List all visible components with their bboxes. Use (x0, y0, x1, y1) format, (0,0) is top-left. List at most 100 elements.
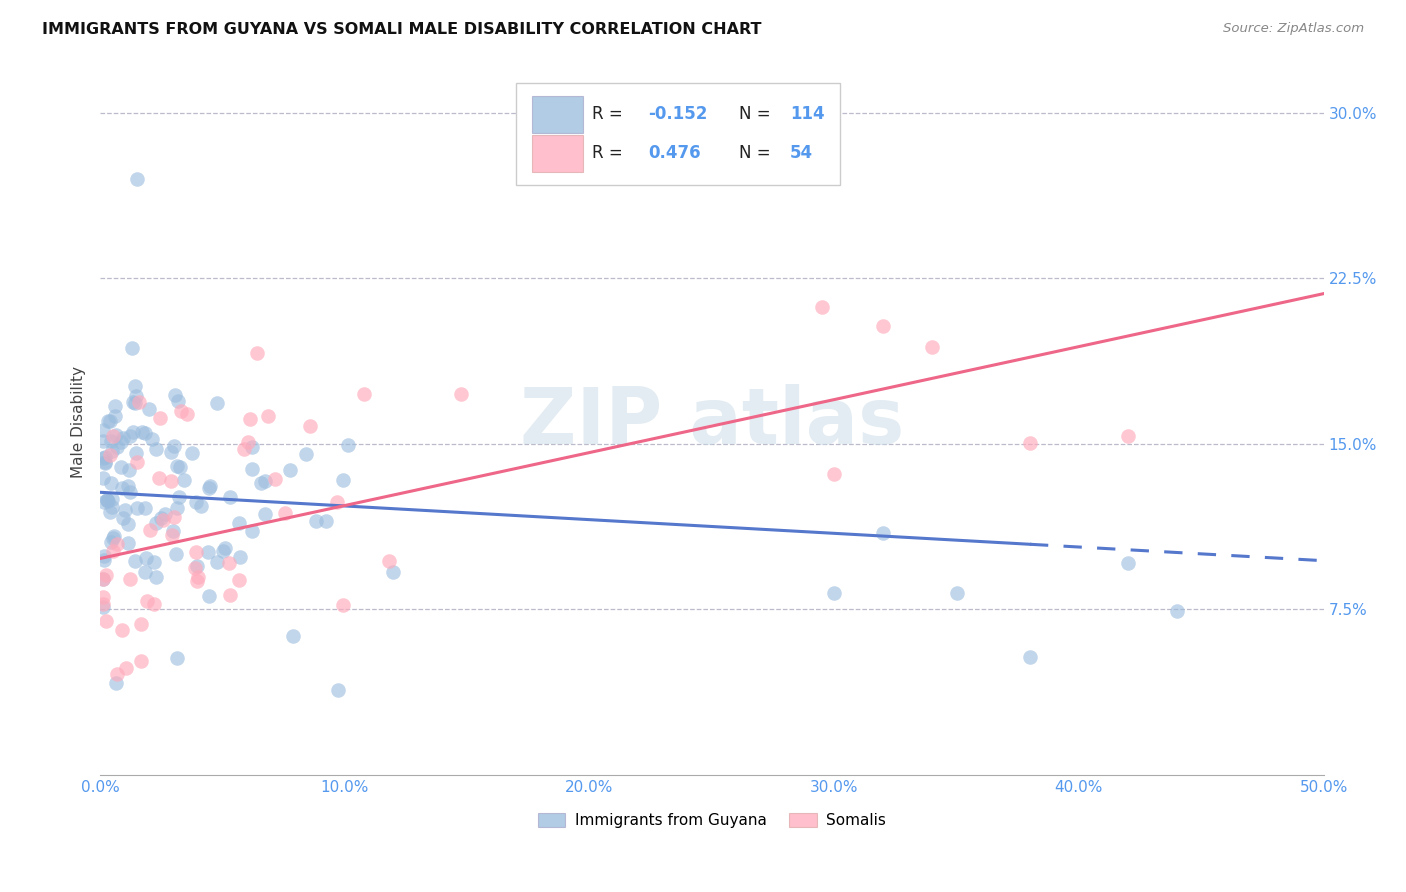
Point (381, 565, 404, 579)
Point (219, 589, 242, 603)
Point (96, 492, 118, 507)
Text: R =: R = (592, 145, 628, 162)
Point (94, 568, 117, 582)
Point (166, 651, 188, 665)
Point (124, 378, 146, 392)
Point (240, 440, 263, 454)
Point (198, 589, 221, 603)
Point (112, 431, 135, 445)
Point (124, 396, 146, 410)
Point (353, 387, 375, 401)
Point (163, 509, 186, 524)
Point (160, 474, 183, 488)
Point (121, 341, 143, 355)
Point (298, 419, 321, 434)
Point (332, 474, 354, 488)
Legend: Immigrants from Guyana, Somalis: Immigrants from Guyana, Somalis (531, 806, 891, 834)
Point (1166, 604, 1188, 618)
Point (163, 388, 186, 402)
Point (134, 565, 156, 579)
Point (169, 459, 191, 474)
Point (100, 534, 122, 549)
Point (115, 661, 138, 675)
Point (104, 399, 127, 413)
Point (162, 524, 184, 539)
Point (93, 549, 115, 563)
Point (96, 492, 118, 507)
Point (103, 529, 125, 543)
Point (101, 444, 124, 458)
Point (273, 506, 295, 520)
Point (332, 598, 354, 612)
Point (921, 340, 943, 354)
Text: 0.476: 0.476 (648, 145, 700, 162)
Point (239, 412, 262, 426)
Point (872, 318, 894, 333)
Point (145, 516, 167, 530)
Point (110, 434, 132, 449)
Point (105, 667, 128, 681)
Point (1019, 649, 1042, 664)
Point (91, 590, 114, 604)
Point (101, 531, 124, 545)
Point (180, 446, 202, 460)
Point (197, 545, 219, 559)
Point (148, 471, 170, 485)
Point (105, 676, 128, 690)
Point (131, 617, 153, 632)
Point (114, 502, 136, 516)
Point (94, 450, 117, 464)
Point (101, 543, 124, 558)
Point (93, 572, 115, 586)
Point (111, 481, 134, 495)
Point (125, 172, 148, 186)
Point (118, 485, 141, 500)
Point (135, 594, 157, 608)
Point (166, 501, 188, 516)
Point (166, 394, 188, 409)
Point (149, 511, 172, 525)
Point (91, 434, 114, 448)
FancyBboxPatch shape (531, 135, 583, 171)
Text: IMMIGRANTS FROM GUYANA VS SOMALI MALE DISABILITY CORRELATION CHART: IMMIGRANTS FROM GUYANA VS SOMALI MALE DI… (42, 22, 762, 37)
Point (229, 550, 252, 565)
Point (91, 451, 114, 466)
Point (125, 389, 148, 403)
Point (218, 556, 240, 570)
Point (138, 401, 160, 416)
Point (253, 508, 276, 522)
Point (166, 458, 188, 473)
Point (101, 491, 124, 506)
Point (153, 507, 176, 521)
Point (295, 447, 318, 461)
Point (104, 409, 127, 424)
Point (149, 410, 172, 425)
Point (187, 570, 209, 584)
Point (278, 463, 301, 477)
Point (1019, 435, 1042, 450)
Point (141, 432, 163, 446)
Point (336, 438, 359, 452)
Point (264, 472, 287, 486)
Text: ZIP atlas: ZIP atlas (520, 384, 904, 459)
Point (257, 409, 280, 423)
Point (125, 501, 148, 516)
Point (91, 599, 114, 614)
Point (823, 586, 845, 600)
Point (145, 442, 167, 456)
Text: N =: N = (738, 145, 776, 162)
Point (184, 545, 207, 559)
Point (305, 514, 328, 528)
Point (91, 597, 114, 611)
Point (152, 513, 174, 527)
Point (93, 495, 115, 509)
Point (129, 654, 152, 668)
Point (118, 572, 141, 586)
Point (212, 544, 235, 558)
Point (183, 561, 205, 575)
Point (254, 474, 277, 488)
Point (1116, 556, 1139, 570)
Point (214, 541, 236, 555)
Point (160, 445, 183, 459)
Point (134, 426, 156, 441)
